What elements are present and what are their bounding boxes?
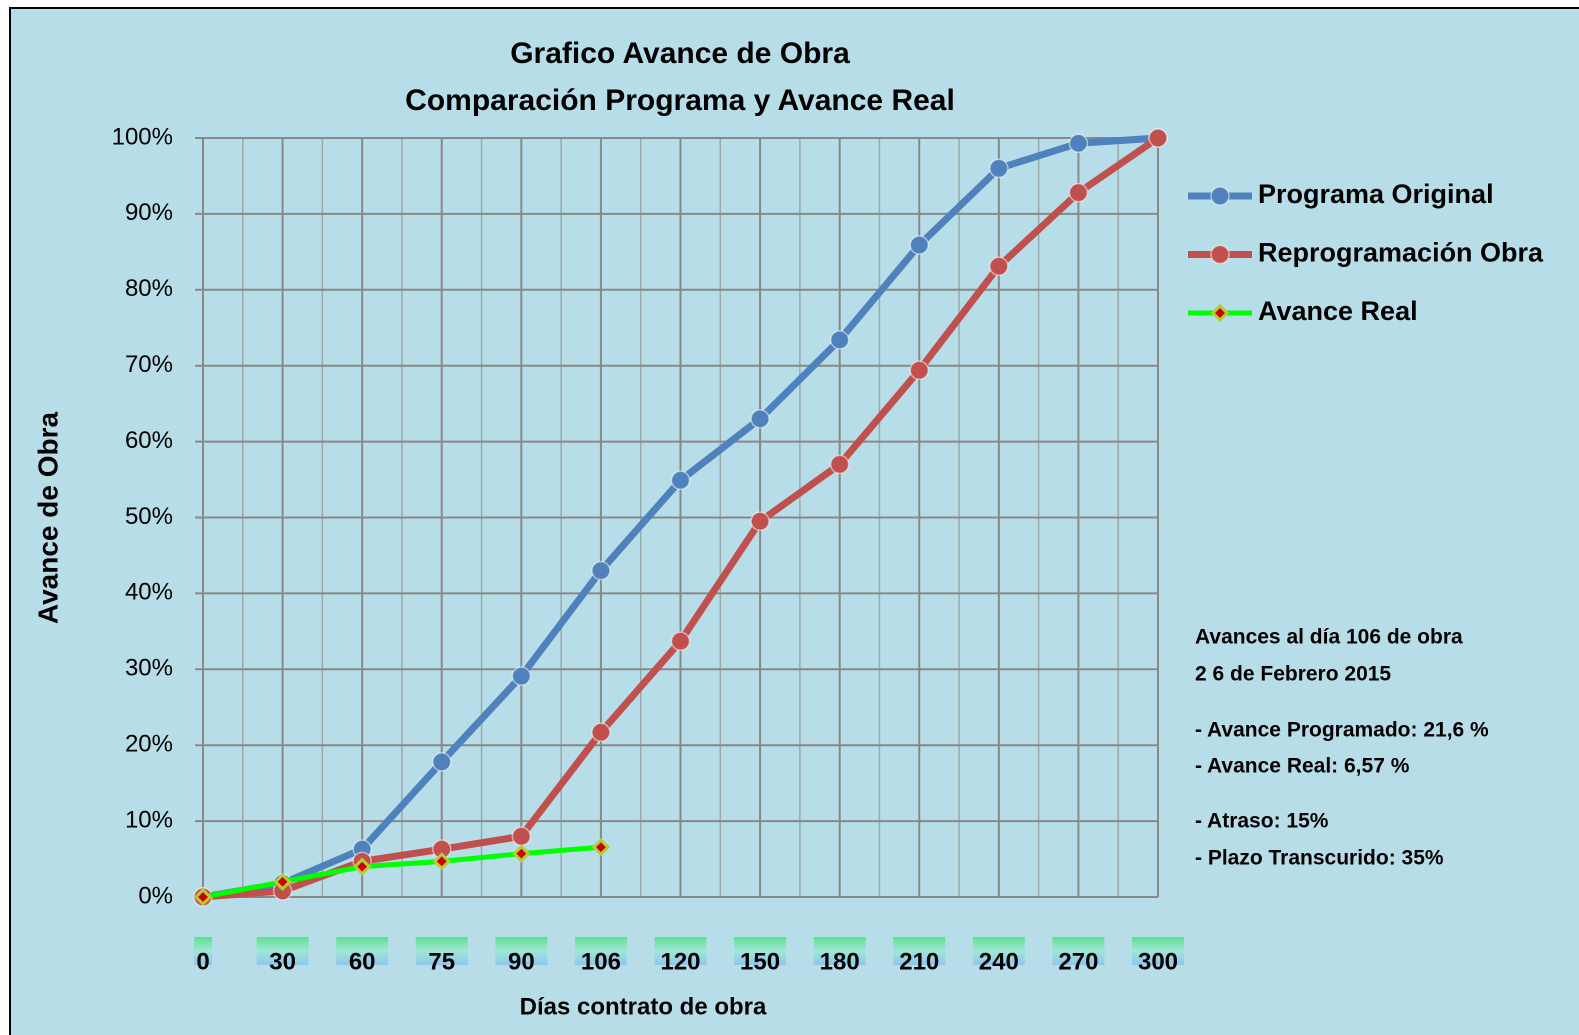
- x-label-box: [813, 937, 866, 965]
- x-tick-label: 75: [428, 948, 455, 975]
- point-marker: [989, 256, 1009, 277]
- point-marker: [1068, 182, 1089, 203]
- y-axis-title: Avance de Obra: [32, 411, 63, 624]
- y-tick-label: 40%: [125, 579, 173, 606]
- point-marker: [909, 235, 929, 255]
- legend-label: Reprogramación Obra: [1258, 238, 1544, 268]
- annotation: - Atraso: 15%: [1195, 810, 1329, 833]
- series-line: [202, 844, 602, 900]
- chart-title: Comparación Programa y Avance Real: [405, 84, 955, 117]
- point-marker: [193, 887, 213, 907]
- chart-title: Grafico Avance de Obra: [510, 37, 850, 70]
- x-tick-label: 270: [1058, 948, 1098, 975]
- legend-label: Avance Real: [1258, 296, 1418, 326]
- x-label-box: [734, 937, 787, 965]
- x-tick-label: 120: [660, 948, 700, 975]
- legend-marker: [1210, 186, 1230, 206]
- x-tick-label: 30: [269, 948, 296, 975]
- point-marker: [353, 857, 372, 876]
- point-marker: [432, 752, 452, 772]
- y-tick-label: 80%: [125, 275, 173, 302]
- x-tick-label: 300: [1138, 948, 1178, 975]
- point-marker: [670, 470, 691, 491]
- point-marker: [909, 360, 929, 381]
- x-label-box: [194, 937, 212, 965]
- y-tick-label: 90%: [125, 199, 173, 226]
- point-marker: [829, 454, 850, 475]
- x-tick-label: 150: [740, 948, 780, 975]
- y-tick-label: 20%: [125, 731, 173, 758]
- legend-label: Programa Original: [1258, 179, 1494, 209]
- point-marker: [591, 838, 611, 857]
- y-tick-label: 30%: [125, 655, 173, 682]
- point-marker: [829, 330, 850, 350]
- y-tick-label: 10%: [125, 806, 173, 833]
- x-label-box: [893, 937, 946, 965]
- point-marker: [1068, 133, 1089, 154]
- x-label-box: [574, 937, 627, 965]
- annotation: 2 6 de Febrero 2015: [1195, 663, 1391, 686]
- x-label-box: [1052, 937, 1105, 965]
- point-marker: [591, 722, 611, 743]
- x-label-box: [495, 937, 548, 965]
- x-label-box: [1132, 937, 1184, 965]
- x-tick-label: 180: [820, 948, 860, 975]
- x-label-box: [336, 937, 389, 965]
- x-tick-label: 106: [581, 948, 621, 975]
- annotation: - Plazo Transcurido: 35%: [1195, 847, 1444, 870]
- annotation: Avances al día 106 de obra: [1195, 626, 1463, 649]
- y-tick-label: 60%: [125, 427, 173, 454]
- annotation: - Avance Programado: 21,6 %: [1195, 719, 1489, 742]
- x-tick-label: 210: [899, 948, 939, 975]
- x-label-box: [972, 937, 1025, 965]
- x-tick-label: 90: [508, 948, 535, 975]
- point-marker: [511, 666, 532, 686]
- x-tick-label: 60: [349, 948, 376, 975]
- point-marker: [1148, 128, 1168, 148]
- point-marker: [750, 409, 770, 429]
- point-marker: [750, 511, 770, 532]
- point-marker: [591, 560, 611, 581]
- x-label-box: [256, 937, 309, 965]
- point-marker: [512, 844, 531, 863]
- chart-background: [9, 7, 1579, 1035]
- y-tick-label: 50%: [125, 503, 173, 530]
- legend-marker: [1210, 244, 1230, 265]
- point-marker: [511, 826, 532, 847]
- point-marker: [989, 158, 1009, 179]
- x-label-box: [654, 937, 707, 965]
- y-tick-label: 0%: [138, 882, 173, 909]
- point-marker: [432, 852, 451, 871]
- legend-marker: [1210, 303, 1230, 323]
- x-axis-title: Días contrato de obra: [520, 993, 767, 1020]
- y-tick-label: 70%: [125, 351, 173, 378]
- x-tick-label: 0: [196, 948, 209, 975]
- point-marker: [273, 872, 292, 891]
- point-marker: [670, 631, 691, 651]
- y-tick-label: 100%: [112, 123, 173, 150]
- x-tick-label: 240: [979, 948, 1019, 975]
- x-label-box: [415, 937, 468, 965]
- annotation: - Avance Real: 6,57 %: [1195, 755, 1410, 778]
